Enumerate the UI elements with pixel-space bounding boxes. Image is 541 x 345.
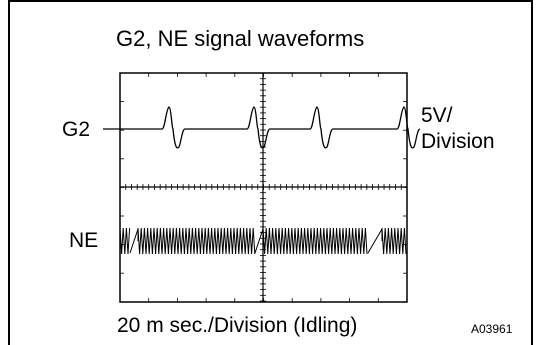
- diagram-frame: [8, 0, 533, 345]
- g2-waveform: [103, 106, 421, 149]
- voltage-scale-label: 5V/ Division: [421, 103, 495, 155]
- voltage-scale-line2: Division: [421, 130, 495, 153]
- figure-id: A03961: [471, 322, 513, 336]
- diagram-title: G2, NE signal waveforms: [116, 26, 365, 51]
- time-scale-label: 20 m sec./Division (Idling): [117, 314, 358, 337]
- voltage-scale-line1: 5V/: [421, 104, 453, 127]
- g2-channel-label: G2: [62, 118, 91, 141]
- ne-waveform: [119, 227, 407, 255]
- ne-channel-label: NE: [69, 229, 99, 252]
- scope-graticule: [119, 72, 408, 303]
